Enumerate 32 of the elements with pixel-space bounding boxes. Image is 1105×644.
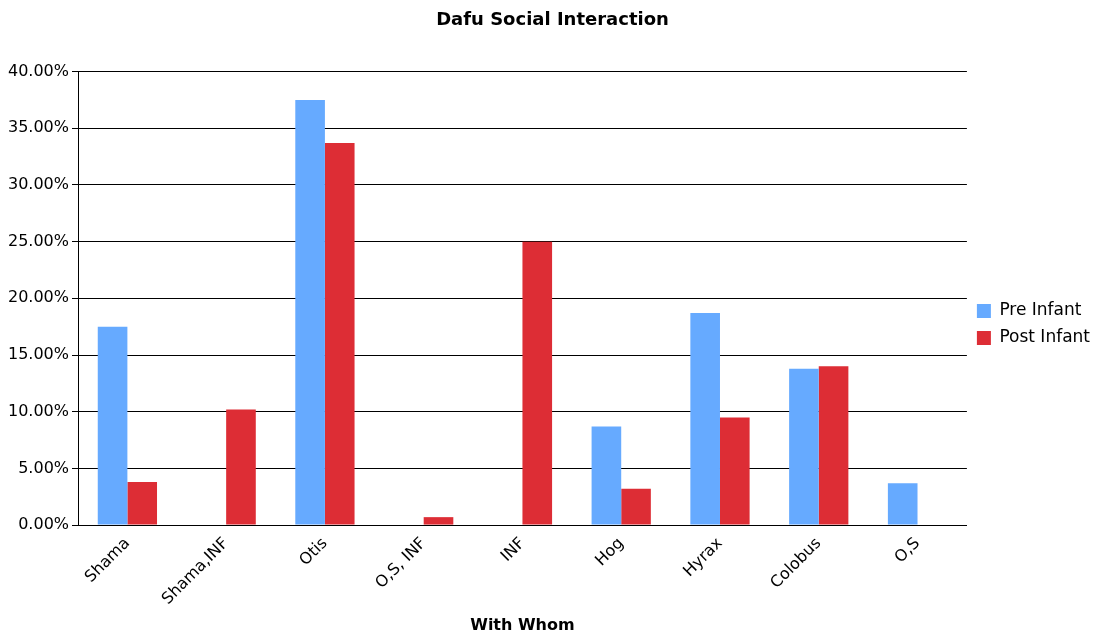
bar (591, 426, 622, 525)
bar (295, 99, 325, 525)
y-tick-label: 40.00% (7, 60, 70, 80)
bar (887, 483, 918, 525)
bar (423, 517, 454, 525)
legend-label: Post Infant (999, 326, 1091, 347)
y-tick-label: 30.00% (7, 174, 70, 194)
x-tick-label: Otis (294, 533, 331, 570)
y-tick-label: 10.00% (7, 400, 70, 420)
bar (226, 409, 256, 525)
x-axis-title: With Whom (470, 614, 575, 634)
bar (621, 488, 651, 525)
bar (522, 241, 553, 525)
x-tick-label: O,S, INF (370, 533, 430, 592)
y-tick-label: 5.00% (18, 457, 70, 477)
y-tick-label: 0.00% (18, 514, 70, 534)
legend-label: Pre Infant (999, 299, 1082, 320)
bar (97, 326, 128, 525)
y-tick-label: 35.00% (7, 117, 70, 137)
y-tick-label: 25.00% (7, 230, 70, 250)
chart-title: Dafu Social Interaction (436, 8, 669, 30)
bar (719, 417, 750, 525)
bar (818, 366, 849, 525)
x-tick-label: O,S (890, 533, 924, 567)
x-tick-label: Hog (590, 533, 627, 570)
y-tick-label: 20.00% (7, 287, 70, 307)
y-tick-label: 15.00% (7, 344, 70, 364)
bar (127, 482, 158, 525)
bar (324, 143, 355, 525)
x-tick-label: INF (496, 533, 529, 565)
bar (789, 368, 819, 525)
bar (690, 313, 720, 525)
